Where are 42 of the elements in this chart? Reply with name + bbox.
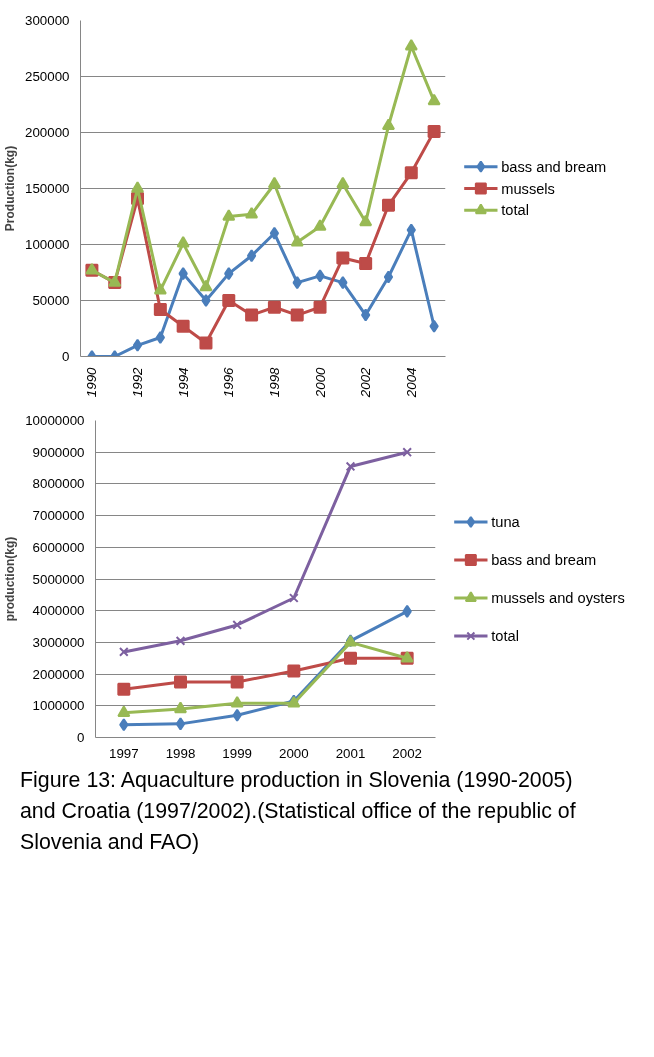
y-tick-label: 4000000 [32, 603, 85, 619]
y-tick-label: 10000000 [25, 413, 85, 428]
x-tick-label: 2001 [335, 745, 366, 761]
y-tick-label: 250000 [25, 69, 70, 84]
y-tick-label: 7000000 [32, 508, 85, 524]
y-tick-label: 3000000 [32, 634, 85, 650]
x-tick-label: 1997 [109, 745, 139, 761]
x-tick-label: 2000 [279, 745, 309, 761]
y-tick-label: 300000 [25, 13, 70, 28]
y-axis-title: Production(kg) [3, 145, 18, 232]
legend-label: bass and bream [491, 551, 597, 568]
x-tick-label: 2002 [358, 366, 374, 399]
legend-label: tuna [491, 513, 521, 530]
y-tick-label: 0 [77, 730, 85, 745]
y-tick-label: 50000 [32, 293, 70, 308]
x-tick-label: 1990 [84, 366, 100, 398]
y-tick-label: 0 [62, 349, 70, 364]
caption: Figure 13: Aquaculture production in Slovenia (1990-2005) and Croatia (1997/2002).(Statistical office of the republic of Slovenia and FAO) [20, 767, 577, 856]
legend-label: mussels [501, 180, 555, 197]
y-axis-title: production(kg) [3, 536, 18, 622]
legend-label: bass and bream [501, 158, 607, 175]
x-tick-label: 1992 [130, 366, 146, 398]
x-tick-label: 2004 [403, 367, 419, 399]
y-tick-label: 100000 [25, 237, 70, 252]
y-tick-label: 1000000 [32, 698, 85, 714]
legend-label: total [491, 628, 519, 645]
x-tick-label: 2000 [312, 366, 328, 399]
y-tick-label: 6000000 [32, 539, 85, 555]
x-tick-label: 1998 [266, 366, 282, 398]
y-tick-label: 2000000 [32, 666, 85, 682]
y-tick-label: 8000000 [32, 476, 85, 492]
y-tick-label: 9000000 [32, 444, 85, 460]
x-tick-label: 1999 [222, 745, 252, 761]
y-tick-label: 5000000 [32, 571, 85, 587]
x-tick-label: 1998 [165, 745, 196, 761]
y-tick-label: 150000 [25, 181, 70, 196]
x-tick-label: 2002 [392, 745, 422, 761]
legend-label: total [501, 202, 529, 219]
y-tick-label: 200000 [25, 125, 70, 140]
legend-label: mussels and oysters [491, 590, 625, 607]
x-tick-label: 1994 [175, 367, 191, 398]
x-tick-label: 1996 [221, 366, 237, 398]
